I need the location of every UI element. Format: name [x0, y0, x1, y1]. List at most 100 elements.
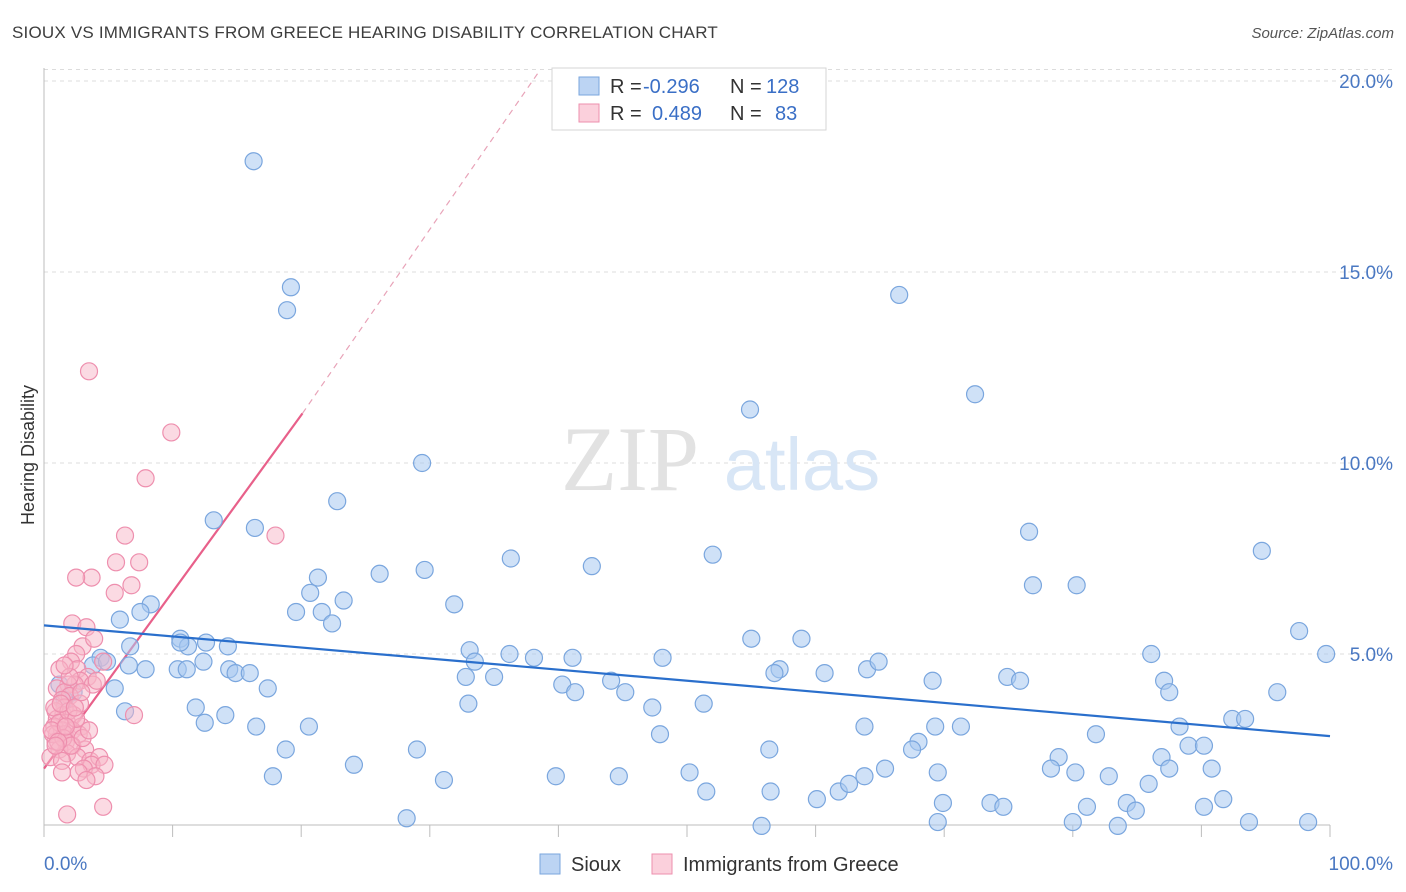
sioux-point-9: [328, 492, 347, 511]
sioux-point-128: [994, 797, 1013, 816]
greece-point-0: [79, 362, 99, 381]
sioux-point-22: [301, 583, 320, 602]
sioux-point-118: [1041, 759, 1061, 778]
sioux-point-33: [196, 633, 216, 652]
sioux-point-99: [902, 740, 922, 759]
y-axis-title: Hearing Disability: [18, 385, 38, 525]
sioux-point-78: [1268, 683, 1287, 702]
sioux-point-129: [1077, 797, 1097, 816]
sioux-point-16: [415, 560, 434, 580]
greece-point-79: [46, 736, 65, 755]
sioux-point-91: [1170, 717, 1189, 736]
sioux-point-103: [1179, 736, 1198, 755]
sioux-point-87: [855, 717, 874, 736]
sioux-point-49: [136, 660, 155, 679]
sioux-point-117: [928, 763, 947, 782]
sioux-point-98: [760, 740, 779, 759]
sioux-point-82: [195, 713, 214, 732]
greece-point-80: [72, 683, 91, 702]
stats-box: R = -0.296 N = 128 R = 0.489 N = 83: [551, 67, 827, 131]
greece-point-7: [82, 568, 101, 587]
sioux-point-123: [1160, 759, 1179, 778]
sioux-point-95: [276, 740, 295, 759]
greece-point-81: [55, 656, 74, 675]
sioux-point-11: [1252, 541, 1271, 560]
greece-point-8: [67, 568, 86, 587]
sioux-point-3: [890, 285, 909, 305]
sioux-trend-line: [43, 624, 1331, 738]
sioux-point-52: [194, 652, 213, 671]
sioux-point-44: [1317, 644, 1336, 664]
sioux-point-90: [951, 717, 971, 736]
sioux-point-84: [299, 717, 319, 736]
sioux-point-85: [459, 694, 478, 713]
sioux-point-12: [501, 549, 520, 568]
greece-point-76: [65, 698, 84, 717]
greece-n-value: 83: [775, 103, 797, 125]
sioux-point-126: [933, 793, 953, 813]
legend-label-sioux: Sioux: [571, 854, 621, 876]
sioux-point-124: [1202, 759, 1221, 778]
sioux-point-115: [855, 767, 874, 786]
sioux-point-58: [653, 648, 672, 667]
legend-label-greece: Immigrants from Greece: [683, 854, 899, 876]
sioux-point-114: [839, 774, 859, 793]
greece-point-10: [122, 576, 141, 595]
greece-point-61: [58, 805, 77, 824]
greece-r-label: R =: [610, 103, 642, 125]
greece-points: [41, 362, 285, 824]
sioux-point-26: [312, 602, 331, 622]
sioux-point-13: [582, 557, 601, 576]
sioux-point-125: [807, 790, 826, 809]
watermark: ZIP atlas: [561, 408, 880, 510]
sioux-trend: [43, 624, 1331, 738]
sioux-point-10: [1019, 522, 1039, 541]
greece-trend-extension: [301, 69, 541, 414]
sioux-n-label: N =: [730, 76, 762, 98]
x-tick-label-1: 100.0%: [1329, 854, 1394, 875]
sioux-point-21: [131, 602, 150, 622]
sioux-point-37: [792, 629, 811, 648]
sioux-point-135: [397, 809, 416, 828]
sioux-point-106: [263, 767, 283, 786]
sioux-point-0: [244, 152, 263, 171]
sioux-point-120: [1099, 767, 1118, 786]
sioux-point-7: [204, 511, 223, 530]
greece-point-4: [106, 553, 126, 572]
sioux-point-51: [177, 660, 196, 679]
sioux-point-137: [928, 812, 947, 832]
sioux-point-72: [694, 694, 713, 713]
sioux-r-value: -0.296: [643, 76, 700, 98]
greece-point-5: [115, 526, 135, 545]
sioux-r-label: R =: [610, 76, 642, 98]
sioux-point-131: [1194, 797, 1214, 816]
legend-item-greece[interactable]: Immigrants from Greece: [651, 853, 899, 876]
greece-point-78: [56, 717, 75, 736]
source-credit: Source: ZipAtlas.com: [1251, 25, 1394, 42]
sioux-point-89: [926, 717, 945, 736]
sioux-point-104: [1194, 736, 1214, 755]
greece-trend: [43, 69, 541, 770]
sioux-point-86: [643, 698, 662, 717]
sioux-point-75: [1010, 671, 1030, 690]
y-tick-label-1: 10.0%: [1339, 454, 1393, 475]
legend-item-sioux[interactable]: Sioux: [539, 853, 621, 876]
sioux-point-23: [334, 591, 353, 610]
sioux-point-60: [815, 663, 834, 683]
sioux-point-96: [407, 740, 427, 759]
sioux-point-19: [1067, 576, 1086, 595]
sioux-point-2: [277, 301, 297, 320]
sioux-swatch: [578, 76, 600, 96]
greece-point-9: [105, 583, 124, 602]
sioux-point-42: [563, 648, 582, 667]
sioux-point-1: [281, 278, 301, 297]
sioux-point-79: [1160, 683, 1179, 702]
greece-trend-line: [43, 412, 304, 770]
greece-point-73: [87, 671, 106, 690]
sioux-point-66: [456, 667, 475, 687]
legend-swatch-sioux: [539, 853, 561, 875]
sioux-point-101: [1086, 725, 1106, 744]
sioux-point-136: [752, 816, 771, 836]
sioux-point-134: [1239, 812, 1259, 832]
